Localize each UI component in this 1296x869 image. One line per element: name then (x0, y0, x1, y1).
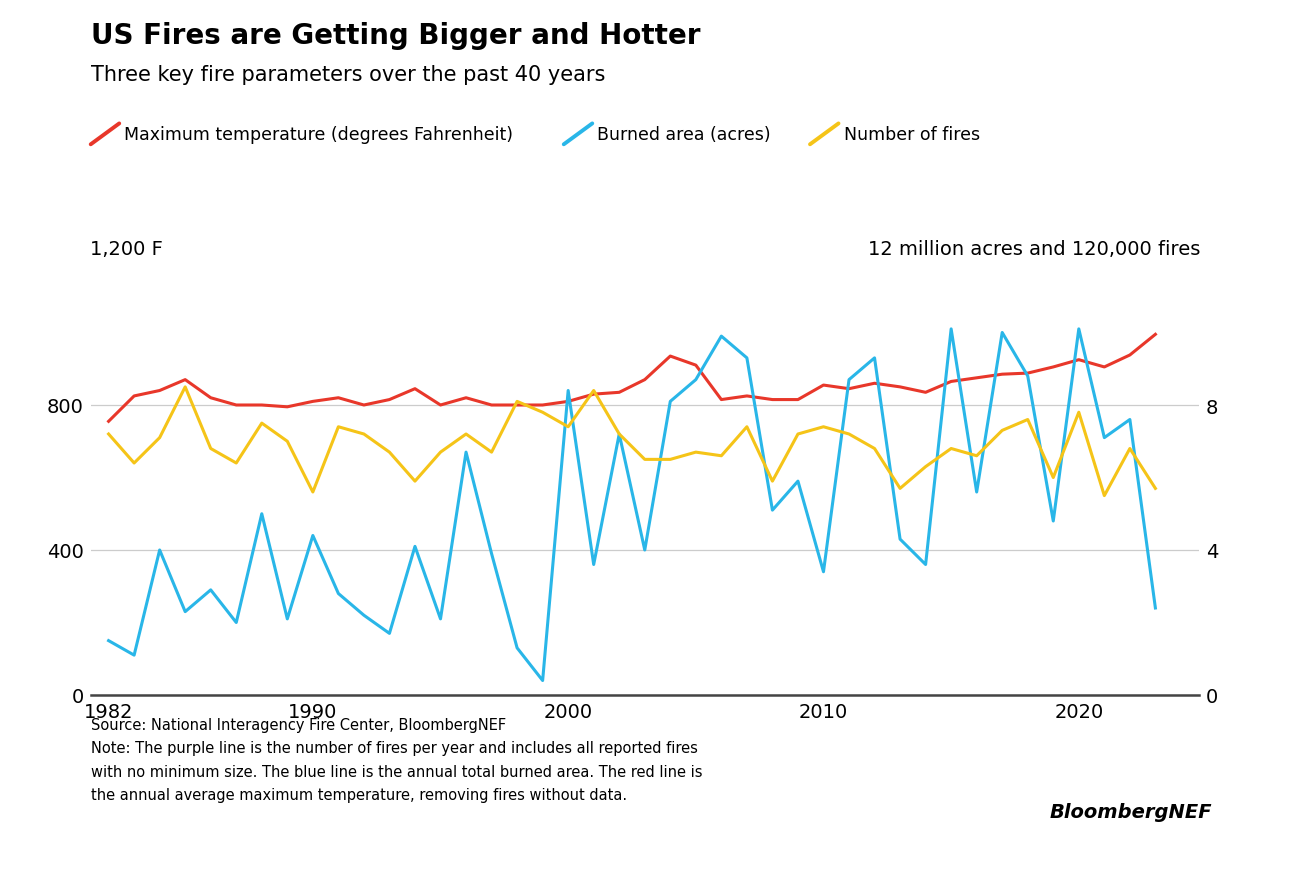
Text: Source: National Interagency Fire Center, BloombergNEF
Note: The purple line is : Source: National Interagency Fire Center… (91, 717, 702, 802)
Text: Maximum temperature (degrees Fahrenheit): Maximum temperature (degrees Fahrenheit) (124, 126, 513, 143)
Text: BloombergNEF: BloombergNEF (1050, 802, 1212, 821)
Text: US Fires are Getting Bigger and Hotter: US Fires are Getting Bigger and Hotter (91, 22, 700, 50)
Text: Burned area (acres): Burned area (acres) (597, 126, 771, 143)
Text: Three key fire parameters over the past 40 years: Three key fire parameters over the past … (91, 65, 605, 85)
Text: 1,200 F: 1,200 F (89, 240, 162, 259)
Text: 12 million acres and 120,000 fires: 12 million acres and 120,000 fires (867, 240, 1200, 259)
Text: Number of fires: Number of fires (844, 126, 980, 143)
